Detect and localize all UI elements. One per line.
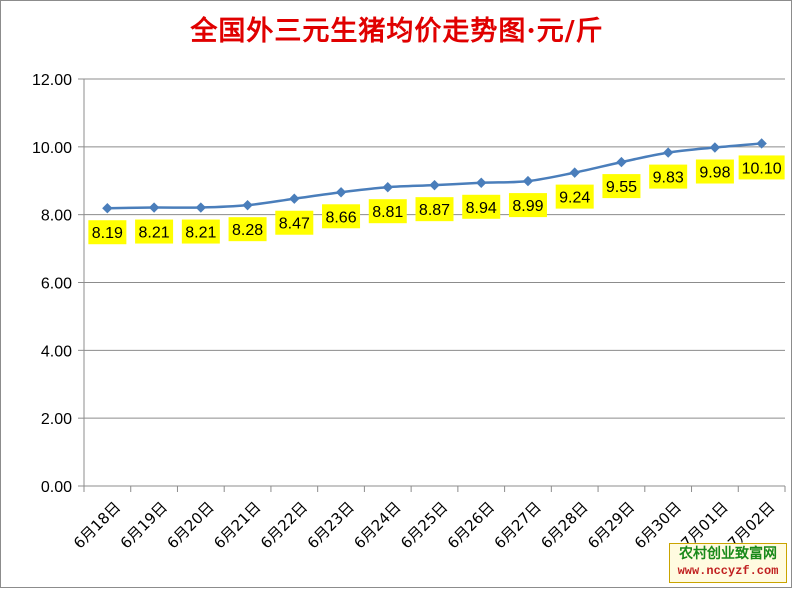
data-label: 8.81 [372,204,403,221]
data-label: 9.83 [653,170,684,187]
data-label-box [508,193,547,218]
y-tick-label: 10.00 [32,140,72,157]
data-label: 8.66 [325,209,356,226]
data-label: 10.10 [742,160,782,177]
watermark-name: 农村创业致富网 [679,546,777,562]
data-point [102,203,113,214]
data-label-box [275,210,314,235]
data-label-box [322,204,361,229]
x-tick-label: 6月21日 [210,498,264,552]
data-label: 8.47 [279,216,310,233]
data-label: 8.99 [512,198,543,215]
x-tick-label: 6月28日 [537,498,591,552]
data-point [476,177,487,188]
data-point [335,187,347,198]
data-point [756,138,767,149]
data-label: 8.21 [139,225,170,242]
x-tick-label: 6月22日 [257,498,311,552]
y-tick-label: 8.00 [41,208,72,225]
data-label-box [181,219,220,244]
x-tick-label: 6月26日 [444,498,498,552]
data-label: 9.55 [606,179,637,196]
x-tick-label: 6月24日 [350,498,404,552]
data-label-box [695,159,734,184]
x-tick-label: 6月29日 [584,498,638,552]
data-point [616,156,627,168]
data-label: 8.94 [466,200,497,217]
data-point [148,202,160,213]
data-label: 9.98 [699,165,730,182]
data-label-box [462,194,501,219]
data-label: 8.19 [92,225,123,242]
data-label: 9.24 [559,190,590,207]
data-label: 8.28 [232,222,263,239]
data-label-box [602,174,641,199]
x-tick-label: 6月23日 [304,498,358,552]
x-tick-label: 6月19日 [117,498,171,552]
data-label-box [88,220,127,245]
watermark-logo: 农村创业致富网 www.nccyzf.com [669,543,787,583]
data-label-box [649,164,688,189]
data-label-box [135,219,174,244]
data-point [522,175,534,187]
data-label: 8.21 [185,225,216,242]
y-tick-label: 6.00 [41,276,72,293]
x-tick-label: 6月27日 [491,498,545,552]
data-label-box [415,197,454,222]
data-point [289,193,300,204]
data-point [662,147,674,158]
data-label-box [368,199,407,224]
y-tick-label: 2.00 [41,411,72,428]
y-tick-label: 4.00 [41,343,72,360]
y-tick-label: 12.00 [32,72,72,89]
y-tick-label: 0.00 [41,479,72,496]
data-label-box [228,217,267,242]
data-label-box [555,184,594,209]
data-point [195,202,207,213]
data-point [569,167,580,178]
data-label-box [738,155,785,180]
data-label: 8.87 [419,202,450,219]
x-tick-label: 6月20日 [163,498,217,552]
data-point [382,181,393,193]
x-tick-label: 6月25日 [397,498,451,552]
data-point [709,142,721,153]
data-point [429,179,440,191]
chart-title: 全国外三元生猪均价走势图·元/斤 [190,16,604,47]
data-point [242,199,253,211]
x-tick-label: 6月18日 [70,498,124,552]
watermark-url: www.nccyzf.com [677,564,779,578]
